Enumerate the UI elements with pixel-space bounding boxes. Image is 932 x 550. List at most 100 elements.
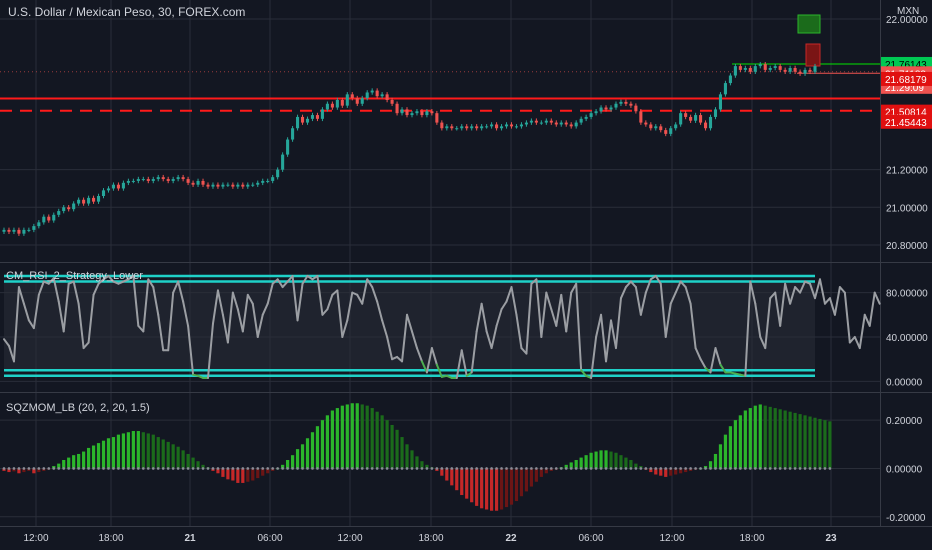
squeeze-dot <box>181 467 185 470</box>
momentum-bar <box>151 434 155 469</box>
momentum-bar <box>101 440 106 469</box>
momentum-bar <box>281 464 285 469</box>
momentum-bar <box>290 455 295 469</box>
rsi-segment <box>211 289 219 325</box>
momentum-bar <box>609 451 613 469</box>
momentum-bar <box>111 437 116 469</box>
candle-body <box>405 109 409 116</box>
rsi-segment <box>182 300 190 327</box>
squeeze-dot <box>778 467 782 470</box>
momentum-bar <box>679 468 683 474</box>
currency-label: MXN <box>897 6 919 17</box>
candle-body <box>798 71 802 74</box>
momentum-bar <box>181 450 185 469</box>
rsi-segment <box>87 293 95 344</box>
momentum-bar <box>221 468 225 477</box>
squeeze-dot <box>624 467 628 470</box>
rsi-segment <box>281 280 289 289</box>
rsi-segment <box>714 347 722 366</box>
squeeze-dot <box>649 467 653 470</box>
rsi-segment <box>152 286 160 316</box>
rsi-segment <box>848 335 856 344</box>
rsi-segment <box>679 280 687 289</box>
squeeze-dot <box>584 467 588 470</box>
candle-body <box>57 211 61 215</box>
rsi-tick-label: 0.00000 <box>886 377 923 388</box>
squeeze-dot <box>545 467 548 470</box>
rsi-segment <box>376 300 384 322</box>
momentum-bar <box>629 460 633 469</box>
time-axis[interactable]: 12:00 18:00 21 06:00 12:00 18:00 22 06:00 12:00 1… <box>23 533 837 544</box>
momentum-bar <box>146 433 150 469</box>
rsi-segment <box>296 282 304 322</box>
rsi-segment <box>515 313 523 350</box>
squeeze-dot <box>768 467 772 470</box>
momentum-bar <box>375 411 379 469</box>
rsi-segment <box>37 280 45 296</box>
price-tag-label: 21.68179 <box>885 75 927 86</box>
squeeze-dot <box>709 467 712 470</box>
momentum-bar <box>728 426 733 469</box>
squeeze-dot <box>107 467 110 470</box>
candle-body <box>669 128 673 134</box>
momentum-bar <box>708 461 713 469</box>
momentum-bar <box>569 462 573 469</box>
squeeze-dot <box>564 467 568 470</box>
squeeze-dot <box>266 467 269 470</box>
long-position-box <box>797 14 821 34</box>
rsi-segment <box>236 308 244 333</box>
price-tick-label: 21.00000 <box>886 203 928 214</box>
momentum-bar <box>17 468 21 474</box>
candle-body <box>156 177 160 180</box>
squeeze-dot <box>276 467 279 470</box>
candle-body <box>166 179 170 181</box>
time-tick-label: 18:00 <box>98 533 123 544</box>
squeeze-dot <box>813 467 817 470</box>
price-panel[interactable]: 21.7614321.7118321.29:0921.6817921.50814… <box>0 5 932 252</box>
candle-body <box>480 126 484 129</box>
candle-body <box>793 68 797 72</box>
momentum-bar <box>37 468 41 473</box>
squeeze-dot <box>375 467 379 470</box>
rsi-segment <box>719 363 727 374</box>
momentum-bar <box>67 457 71 469</box>
momentum-bar <box>141 432 145 469</box>
rsi-panel[interactable]: 80.00000 40.00000 0.00000 CM_RSI_2_Strateg… <box>3 270 928 388</box>
squeeze-dot <box>619 467 623 470</box>
rsi-segment <box>873 291 881 305</box>
candle-body <box>445 126 449 129</box>
momentum-bar <box>320 420 325 469</box>
candle-body <box>72 203 76 210</box>
candle-body <box>738 66 742 70</box>
momentum-bar <box>674 468 678 475</box>
candle-body <box>639 111 643 123</box>
rsi-segment <box>799 280 807 294</box>
rsi-segment <box>610 319 617 350</box>
momentum-bar <box>246 468 250 482</box>
rsi-segment <box>634 286 642 316</box>
momentum-bar <box>614 452 618 469</box>
momentum-bar <box>62 460 66 469</box>
candle-body <box>196 180 200 185</box>
momentum-bar <box>32 468 36 474</box>
squeeze-dot <box>525 467 528 470</box>
rsi-segment <box>62 282 70 333</box>
candle-body <box>529 120 533 123</box>
squeeze-dot <box>405 467 409 470</box>
momentum-panel[interactable]: 0.20000 0.00000 -0.20000 SQZMOM_LB (20, 2,… <box>2 402 926 524</box>
squeeze-dot <box>415 467 419 470</box>
rsi-segment <box>366 278 374 289</box>
momentum-bar <box>286 460 290 469</box>
time-tick-label: 12:00 <box>23 533 48 544</box>
candle-body <box>554 122 558 125</box>
momentum-bar <box>470 468 474 503</box>
squeeze-dot <box>410 467 414 470</box>
momentum-title[interactable]: SQZMOM_LB (20, 2, 20, 1.5) <box>6 402 150 414</box>
candle-body <box>375 90 379 97</box>
rsi-segment <box>789 286 797 305</box>
rsi-segment <box>321 308 329 316</box>
squeeze-dot <box>2 467 6 470</box>
price-axis[interactable]: 22.00000 21.20000 21.00000 20.80000 <box>886 15 928 252</box>
momentum-bar <box>783 410 787 469</box>
rsi-title[interactable]: CM_RSI_2_Strategy_Lower <box>6 270 143 282</box>
